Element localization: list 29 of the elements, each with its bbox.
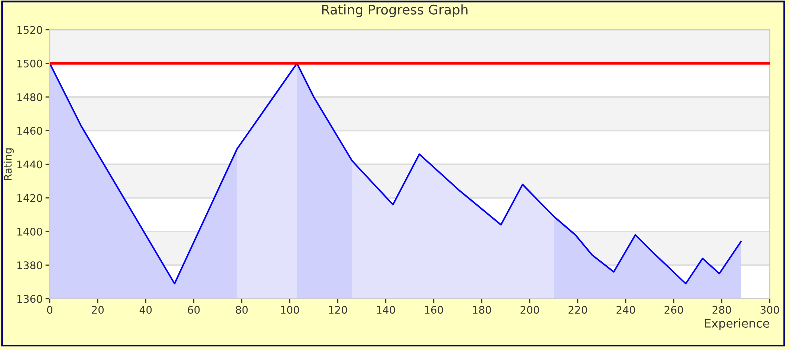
y-tick-label: 1520 (18, 26, 42, 34)
x-tick-label: 280 (712, 306, 732, 314)
y-tick-label: 1420 (18, 194, 42, 202)
chart-title: Rating Progress Graph (322, 4, 468, 18)
x-tick-label: 140 (377, 306, 396, 314)
x-tick-label: 0 (47, 306, 53, 314)
x-tick-label: 160 (425, 306, 444, 314)
y-tick-label: 1380 (18, 262, 42, 270)
x-tick-label: 40 (140, 306, 152, 314)
x-tick-label: 120 (329, 306, 348, 314)
y-axis-title: Rating (4, 148, 14, 180)
line-series (50, 62, 742, 285)
x-tick-label: 180 (473, 306, 492, 314)
x-tick-label: 240 (616, 306, 636, 314)
x-tick-label: 100 (281, 306, 300, 314)
x-tick-label: 80 (236, 306, 248, 314)
y-tick-label: 1480 (18, 93, 42, 102)
x-tick-label: 20 (92, 306, 104, 314)
x-tick-label: 60 (188, 306, 200, 314)
y-tick-label: 1500 (18, 60, 42, 68)
y-tick-label: 1440 (18, 160, 42, 169)
x-tick-label: 300 (760, 306, 780, 314)
x-tick-label: 220 (568, 306, 588, 314)
x-tick-label: 200 (520, 306, 540, 314)
y-tick-label: 1400 (18, 228, 42, 236)
x-axis-title: Experience (705, 318, 770, 330)
y-tick-label: 1460 (18, 127, 42, 135)
y-tick-label: 1360 (18, 295, 42, 304)
x-tick-label: 260 (664, 306, 684, 314)
